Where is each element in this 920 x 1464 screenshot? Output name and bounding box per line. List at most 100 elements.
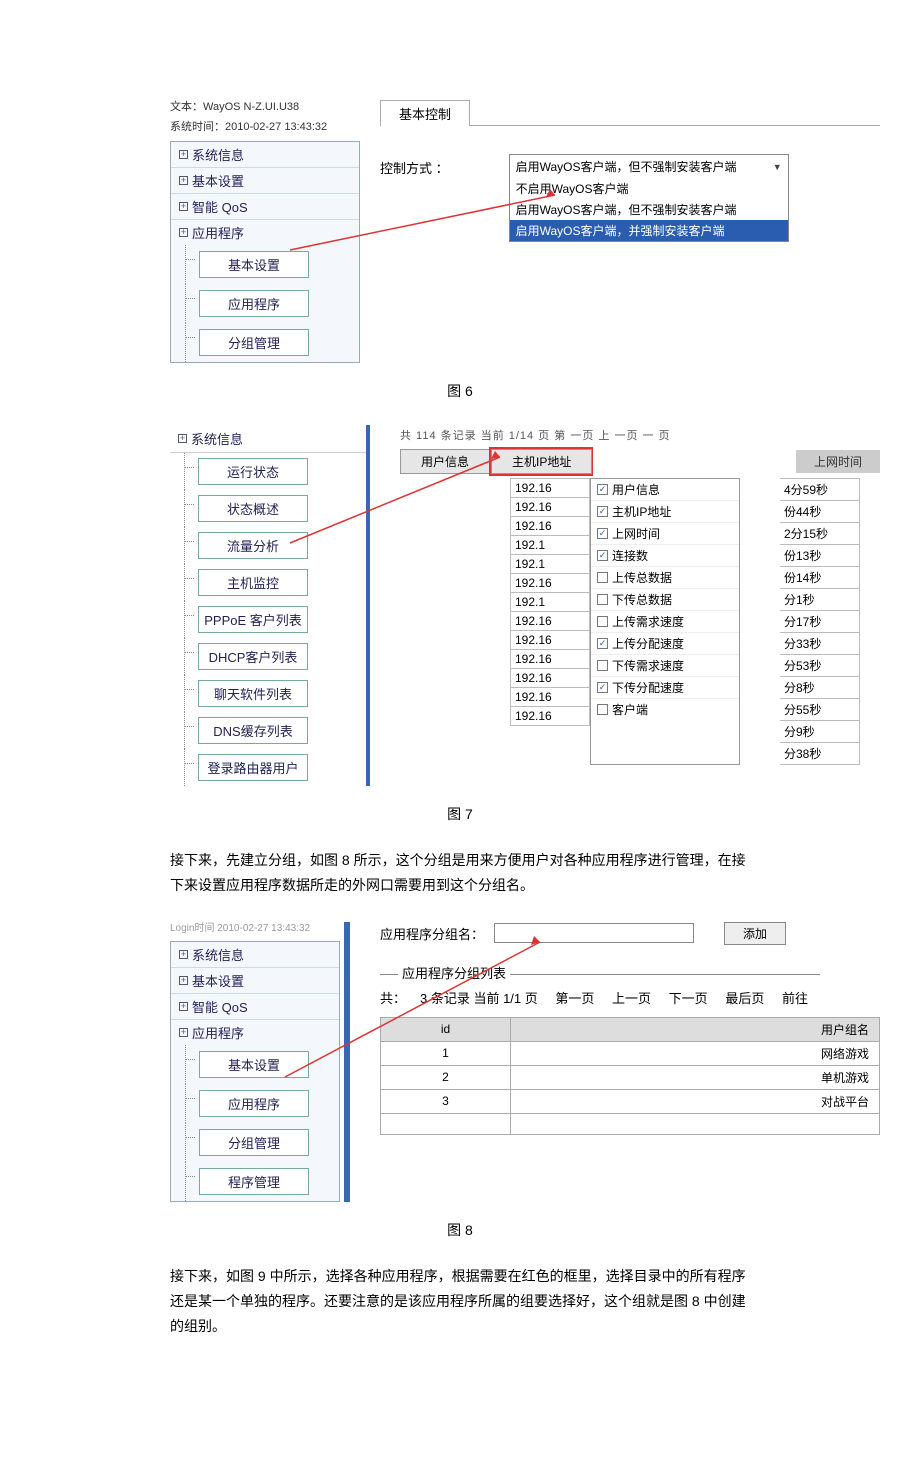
- checkbox-icon: [597, 616, 608, 627]
- menu-item[interactable]: 上传需求速度: [591, 611, 739, 633]
- pager-next[interactable]: 下一页: [669, 991, 708, 1006]
- nav-item-basic[interactable]: +基本设置: [171, 968, 339, 994]
- pager-prev[interactable]: 上一页: [612, 991, 651, 1006]
- subnav-item[interactable]: DNS缓存列表: [198, 717, 308, 744]
- expand-icon: +: [179, 1002, 188, 1011]
- expand-icon: +: [179, 150, 188, 159]
- checkbox-icon: ✓: [597, 638, 608, 649]
- col-group-name: 用户组名: [511, 1017, 880, 1041]
- subnav-applications[interactable]: 应用程序: [199, 290, 309, 317]
- nav-item-apps[interactable]: +应用程序: [171, 220, 359, 245]
- panel-tab-title: 基本控制: [380, 100, 470, 126]
- dropdown-option[interactable]: 启用WayOS客户端，但不强制安装客户端: [510, 199, 788, 220]
- tab-host-ip[interactable]: 主机IP地址: [491, 449, 592, 474]
- subnav-group-mgmt[interactable]: 分组管理: [199, 1129, 309, 1156]
- menu-item[interactable]: 上传总数据: [591, 567, 739, 589]
- time-cell: 分17秒: [780, 611, 860, 633]
- menu-item[interactable]: ✓主机IP地址: [591, 501, 739, 523]
- subnav-group-mgmt[interactable]: 分组管理: [199, 329, 309, 356]
- checkbox-icon: [597, 660, 608, 671]
- time-cell: 分33秒: [780, 633, 860, 655]
- time-cell: 份14秒: [780, 567, 860, 589]
- tab-user-info[interactable]: 用户信息: [400, 449, 490, 474]
- nav-item-qos[interactable]: +智能 QoS: [171, 194, 359, 220]
- expand-icon: +: [179, 202, 188, 211]
- add-button[interactable]: 添加: [724, 922, 786, 945]
- checkbox-icon: [597, 704, 608, 715]
- subnav-applications[interactable]: 应用程序: [199, 1090, 309, 1117]
- control-mode-dropdown[interactable]: 启用WayOS客户端，但不强制安装客户端 ▼ 不启用WayOS客户端 启用Way…: [509, 154, 789, 242]
- menu-item[interactable]: 下传需求速度: [591, 655, 739, 677]
- menu-item[interactable]: ✓上传分配速度: [591, 633, 739, 655]
- time-cell: 分8秒: [780, 677, 860, 699]
- nav-item-basic[interactable]: +基本设置: [171, 168, 359, 194]
- control-mode-label: 控制方式 ：: [380, 154, 449, 177]
- group-name-input[interactable]: [494, 923, 694, 943]
- fieldset-title: 应用程序分组列表: [380, 963, 880, 982]
- menu-item[interactable]: ✓用户信息: [591, 479, 739, 501]
- ip-cell: 192.1: [510, 555, 590, 574]
- menu-item[interactable]: 客户端: [591, 699, 739, 720]
- ip-column: 192.16192.16192.16192.1192.1192.16192.11…: [510, 478, 590, 765]
- figure-caption-7: 图 7: [40, 804, 880, 824]
- time-cell: 分55秒: [780, 699, 860, 721]
- subnav-item[interactable]: PPPoE 客户列表: [198, 606, 308, 633]
- dropdown-option-selected[interactable]: 启用WayOS客户端，并强制安装客户端: [510, 220, 788, 241]
- menu-item[interactable]: 下传总数据: [591, 589, 739, 611]
- ip-cell: 192.16: [510, 574, 590, 593]
- pager-goto[interactable]: 前往: [782, 991, 808, 1006]
- ip-cell: 192.16: [510, 498, 590, 517]
- paragraph-after-fig7: 接下来，先建立分组，如图 8 所示，这个分组是用来方便用户对各种应用程序进行管理…: [170, 848, 750, 898]
- figure-caption-6: 图 6: [40, 381, 880, 401]
- time-cell: 分1秒: [780, 589, 860, 611]
- checkbox-icon: [597, 594, 608, 605]
- chevron-down-icon: ▼: [773, 162, 782, 172]
- time-cell: 分9秒: [780, 721, 860, 743]
- expand-icon: +: [179, 950, 188, 959]
- col-id: id: [381, 1017, 511, 1041]
- time-cell: 2分15秒: [780, 523, 860, 545]
- subnav-item[interactable]: 登录路由器用户: [198, 754, 308, 781]
- subnav-program-mgmt[interactable]: 程序管理: [199, 1168, 309, 1195]
- subnav-item[interactable]: 运行状态: [198, 458, 308, 485]
- ip-cell: 192.16: [510, 517, 590, 536]
- nav-head-sysinfo[interactable]: +系统信息: [170, 425, 366, 453]
- nav-item-sysinfo[interactable]: +系统信息: [171, 142, 359, 168]
- ip-cell: 192.16: [510, 688, 590, 707]
- expand-icon: +: [179, 1028, 188, 1037]
- table-row: 2单机游戏: [381, 1065, 880, 1089]
- menu-item[interactable]: ✓上网时间: [591, 523, 739, 545]
- subnav-item[interactable]: 主机监控: [198, 569, 308, 596]
- nav-item-apps[interactable]: +应用程序: [171, 1020, 339, 1045]
- menu-item[interactable]: ✓下传分配速度: [591, 677, 739, 699]
- group-name-label: 应用程序分组名：: [380, 924, 484, 943]
- subnav-item[interactable]: 状态概述: [198, 495, 308, 522]
- checkbox-icon: ✓: [597, 682, 608, 693]
- dropdown-option[interactable]: 不启用WayOS客户端: [510, 178, 788, 199]
- pager: 共：3 条记录 当前 1/1 页 第一页 上一页 下一页 最后页 前往: [380, 988, 880, 1007]
- col-online-time: 上网时间: [796, 450, 880, 473]
- subnav-item[interactable]: DHCP客户列表: [198, 643, 308, 670]
- subnav-basic-settings[interactable]: 基本设置: [199, 251, 309, 278]
- nav-item-sysinfo[interactable]: +系统信息: [171, 942, 339, 968]
- subnav-basic-settings[interactable]: 基本设置: [199, 1051, 309, 1078]
- time-cell: 份44秒: [780, 501, 860, 523]
- table-row: 3对战平台: [381, 1089, 880, 1113]
- subnav-item[interactable]: 流量分析: [198, 532, 308, 559]
- dropdown-selected: 启用WayOS客户端，但不强制安装客户端: [516, 158, 737, 175]
- expand-icon: +: [179, 176, 188, 185]
- pager-last[interactable]: 最后页: [725, 991, 764, 1006]
- version-text: 文本：WayOS N-Z.UI.U38: [170, 100, 360, 114]
- ip-cell: 192.16: [510, 478, 590, 498]
- ip-cell: 192.16: [510, 631, 590, 650]
- pager-first[interactable]: 第一页: [555, 991, 594, 1006]
- context-menu[interactable]: ✓用户信息✓主机IP地址✓上网时间✓连接数上传总数据下传总数据上传需求速度✓上传…: [590, 478, 740, 765]
- nav-item-qos[interactable]: +智能 QoS: [171, 994, 339, 1020]
- menu-item[interactable]: ✓连接数: [591, 545, 739, 567]
- ip-cell: 192.16: [510, 669, 590, 688]
- nav-tree: +系统信息 +基本设置 +智能 QoS +应用程序 基本设置 应用程序 分组管理: [170, 141, 360, 363]
- subnav-item[interactable]: 聊天软件列表: [198, 680, 308, 707]
- login-timestamp: Login时间 2010-02-27 13:43:32: [170, 922, 340, 935]
- table-row: 1网络游戏: [381, 1041, 880, 1065]
- time-cell: 份13秒: [780, 545, 860, 567]
